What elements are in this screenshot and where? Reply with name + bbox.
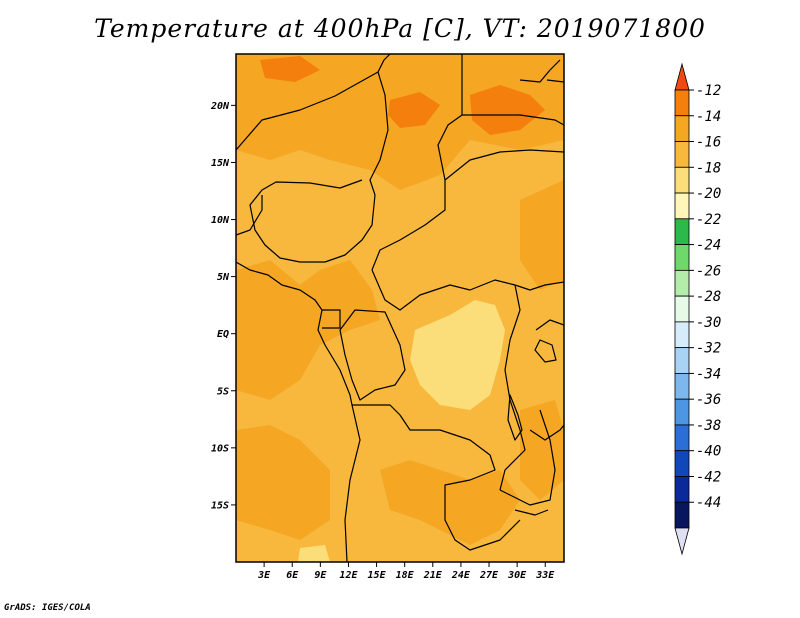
lon-tick-label: 30E [507, 570, 527, 581]
lat-tick-label: EQ [217, 329, 229, 340]
grads-credit: GrADS: IGES/COLA [4, 603, 91, 613]
colorbar: -12 -14 -16 -18 -20 -22 -24 -26 -28 -30 -32 -34 -36 -… [674, 62, 721, 556]
colorbar-label: -18 [696, 160, 721, 176]
shade-cool-small [298, 545, 330, 562]
colorbar-swatch [674, 166, 690, 194]
shade-region-west [236, 260, 380, 400]
colorbar-swatch [674, 373, 690, 400]
colorbar-label: -24 [696, 238, 721, 254]
colorbar-label: -12 [696, 83, 721, 99]
colorbar-label: -38 [696, 418, 721, 434]
colorbar-label: -34 [696, 366, 721, 382]
lat-tick-label: 5S [217, 386, 229, 397]
shade-region-lake [520, 400, 564, 500]
lon-tick-label: 9E [314, 570, 327, 581]
colorbar-swatch [674, 398, 690, 426]
colorbar-label: -44 [696, 495, 721, 511]
lat-tick-label: 15S [211, 500, 229, 511]
lon-tick-label: 15E [368, 570, 387, 581]
colorbar-swatch [674, 501, 690, 529]
lon-tick-label: 21E [423, 570, 443, 581]
colorbar-label: -22 [696, 212, 721, 228]
colorbar-label: -30 [696, 315, 721, 331]
colorbar-swatch [674, 269, 690, 297]
lon-tick-label: 24E [451, 570, 471, 581]
lat-tick-label: 10S [211, 443, 229, 454]
lat-tick-label: 15N [211, 158, 230, 169]
colorbar-label: -32 [696, 341, 721, 357]
lat-tick-label: 5N [217, 272, 230, 283]
lon-tick-label: 6E [286, 570, 299, 581]
colorbar-swatch [674, 476, 690, 503]
colorbar-swatch [674, 347, 690, 374]
latitude-axis: 20N 15N 10N 5N EQ 5S 10S 15S [210, 101, 236, 511]
shade-region-se [380, 460, 520, 545]
colorbar-swatch [674, 115, 690, 142]
shade-region-sw [236, 425, 330, 540]
colorbar-swatch [674, 244, 690, 271]
colorbar-label: -20 [696, 186, 721, 202]
colorbar-label: -40 [696, 444, 721, 460]
map-frame [235, 53, 565, 563]
colorbar-swatch [674, 295, 690, 323]
colorbar-max-arrow [674, 62, 690, 91]
colorbar-swatch [674, 450, 690, 477]
colorbar-label: -14 [696, 109, 721, 125]
colorbar-swatch [674, 141, 690, 168]
colorbar-label: -36 [696, 392, 721, 408]
colorbar-label: -16 [696, 135, 721, 151]
colorbar-min-arrow [674, 527, 690, 556]
shade-cool-center [410, 300, 505, 410]
colorbar-label: -42 [696, 469, 721, 485]
lat-tick-label: 20N [210, 101, 230, 112]
longitude-axis: 3E 6E 9E 12E 15E 18E 21E 24E 27E 30E 33E [257, 562, 555, 581]
colorbar-swatch [674, 89, 690, 117]
shade-hot-n [388, 92, 440, 128]
shade-hot-nw [260, 56, 320, 82]
shade-region-east [520, 180, 564, 290]
lon-tick-label: 3E [257, 570, 271, 581]
colorbar-swatch [674, 321, 690, 349]
lat-tick-label: 10N [211, 215, 230, 226]
shade-hot-ne [470, 85, 545, 135]
colorbar-label: -28 [696, 289, 721, 305]
lon-tick-label: 27E [479, 570, 499, 581]
lon-tick-label: 12E [339, 570, 358, 581]
colorbar-swatch [674, 218, 690, 245]
country-borders [236, 54, 564, 562]
lon-tick-label: 33E [535, 570, 555, 581]
colorbar-swatch [674, 424, 690, 452]
colorbar-label: -26 [696, 263, 721, 279]
colorbar-swatch [674, 192, 690, 220]
chart-title: Temperature at 400hPa [C], VT: 201907180… [94, 14, 706, 43]
lon-tick-label: 18E [396, 570, 415, 581]
temperature-shading [236, 54, 564, 562]
